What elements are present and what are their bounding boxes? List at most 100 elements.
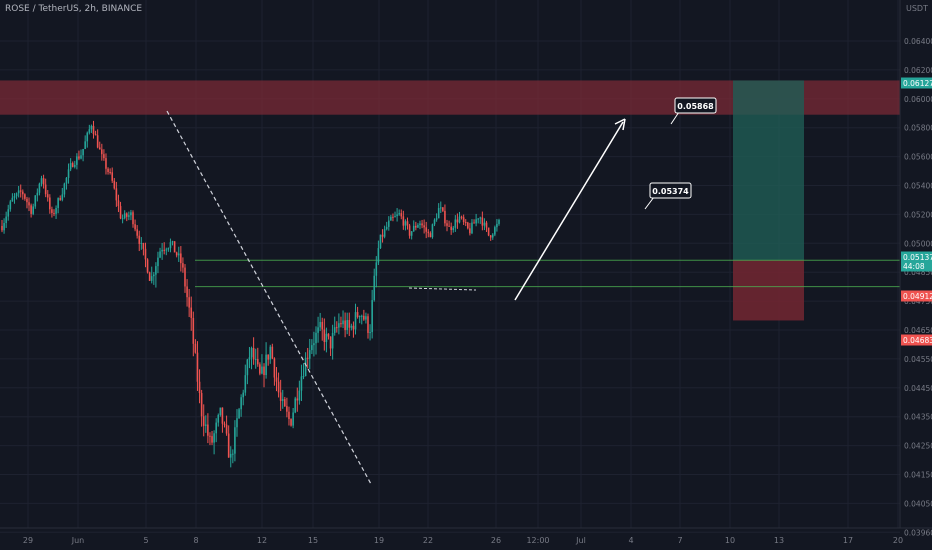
candle-body (219, 407, 222, 415)
candle-body (435, 218, 438, 220)
candle-body (319, 321, 321, 328)
candle-body (485, 222, 488, 228)
candle-body (78, 156, 80, 159)
candle-body (452, 227, 455, 231)
candle-body (186, 286, 188, 298)
candle-body (265, 354, 267, 376)
candle-body (138, 235, 141, 244)
x-tick-label: 7 (677, 536, 682, 545)
candle-body (423, 225, 425, 228)
candle-body (467, 222, 469, 229)
candle-body (344, 320, 346, 331)
candle-body (400, 213, 403, 217)
candle-body (311, 345, 313, 351)
candle-body (456, 219, 459, 223)
candle-body (169, 242, 172, 249)
candle-body (192, 317, 195, 344)
x-tick-label: 19 (374, 536, 384, 545)
candle-body (444, 210, 446, 224)
candle-body (173, 241, 176, 253)
candle-body (86, 132, 89, 142)
y-tick-label: 0.04150 (904, 471, 932, 480)
candle-body (101, 149, 103, 155)
candle-body (354, 312, 357, 330)
candle-body (410, 231, 413, 236)
candle-body (358, 316, 361, 318)
candle-body (246, 359, 249, 376)
candle-body (3, 223, 5, 231)
bar-countdown: 44:08 (903, 262, 925, 271)
candle-body (61, 194, 64, 200)
candle-body (327, 333, 330, 337)
x-tick-label: 22 (423, 536, 433, 545)
price-tag-label: 0.04912 (903, 292, 932, 301)
candle-body (159, 251, 161, 258)
candle-body (379, 234, 382, 249)
candle-body (215, 422, 217, 434)
candle-body (329, 336, 332, 349)
price-tag-label: 0.04683 (903, 336, 932, 345)
candle-body (236, 418, 238, 428)
time-axis[interactable]: 29 Jun 5 8 12 15 19 22 26 12:00 Jul 4 7 10 13 17 20 (23, 536, 903, 545)
candle-body (57, 198, 59, 208)
candle-body (489, 235, 492, 238)
candle-body (80, 155, 82, 159)
candle-body (286, 406, 288, 412)
zones (0, 80, 900, 321)
candle-body (408, 225, 411, 236)
candle-body (194, 343, 197, 353)
candle-body (371, 300, 373, 333)
candle-body (177, 253, 180, 256)
candle-body (279, 392, 282, 401)
candle-body (155, 266, 157, 275)
price-axis[interactable]: 0.06400 0.06200 0.06000 0.05800 0.05600 0.054… (904, 37, 932, 550)
candle-body (105, 158, 107, 169)
candle-body (340, 323, 342, 325)
candle-body (417, 225, 419, 228)
candle-body (356, 312, 359, 317)
candle-body (464, 221, 467, 223)
candle-body (21, 191, 24, 195)
position-profit-zone (733, 80, 804, 261)
candle-body (142, 242, 145, 249)
candle-body (323, 329, 326, 343)
candle-body (308, 350, 311, 359)
candle-body (240, 397, 242, 410)
candle-body (292, 412, 294, 426)
price-tag-label: 0.06127 (903, 79, 932, 88)
callout-label: 0.05868 (677, 102, 714, 111)
candle-body (277, 381, 280, 393)
candle-body (125, 213, 128, 217)
candle-body (121, 218, 124, 220)
candle-body (385, 226, 388, 230)
candle-body (369, 332, 371, 334)
candle-body (53, 212, 55, 214)
candle-body (9, 201, 12, 210)
candle-body (317, 327, 319, 333)
candle-body (387, 220, 390, 227)
candle-body (96, 135, 99, 148)
arrow-head (614, 118, 626, 131)
price-tag-label: 0.05137 (903, 253, 932, 262)
candle-body (234, 427, 236, 454)
position-loss-zone (733, 260, 804, 321)
candle-body (213, 433, 215, 443)
y-tick-label: 0.06200 (904, 66, 932, 75)
candle-body (146, 259, 149, 273)
candle-body (496, 223, 498, 228)
candle-body (28, 202, 30, 206)
axis-unit: USDT (906, 4, 928, 13)
candle-body (229, 453, 232, 458)
y-tick-label: 0.04750 (904, 297, 932, 306)
candle-body (315, 332, 317, 344)
candle-body (477, 218, 480, 220)
candle-body (333, 327, 336, 333)
x-tick-label: 29 (23, 536, 33, 545)
candle-body (119, 206, 122, 219)
price-tag (901, 290, 932, 302)
candle-body (46, 194, 49, 198)
candle-body (244, 375, 247, 393)
candle-body (196, 352, 199, 382)
